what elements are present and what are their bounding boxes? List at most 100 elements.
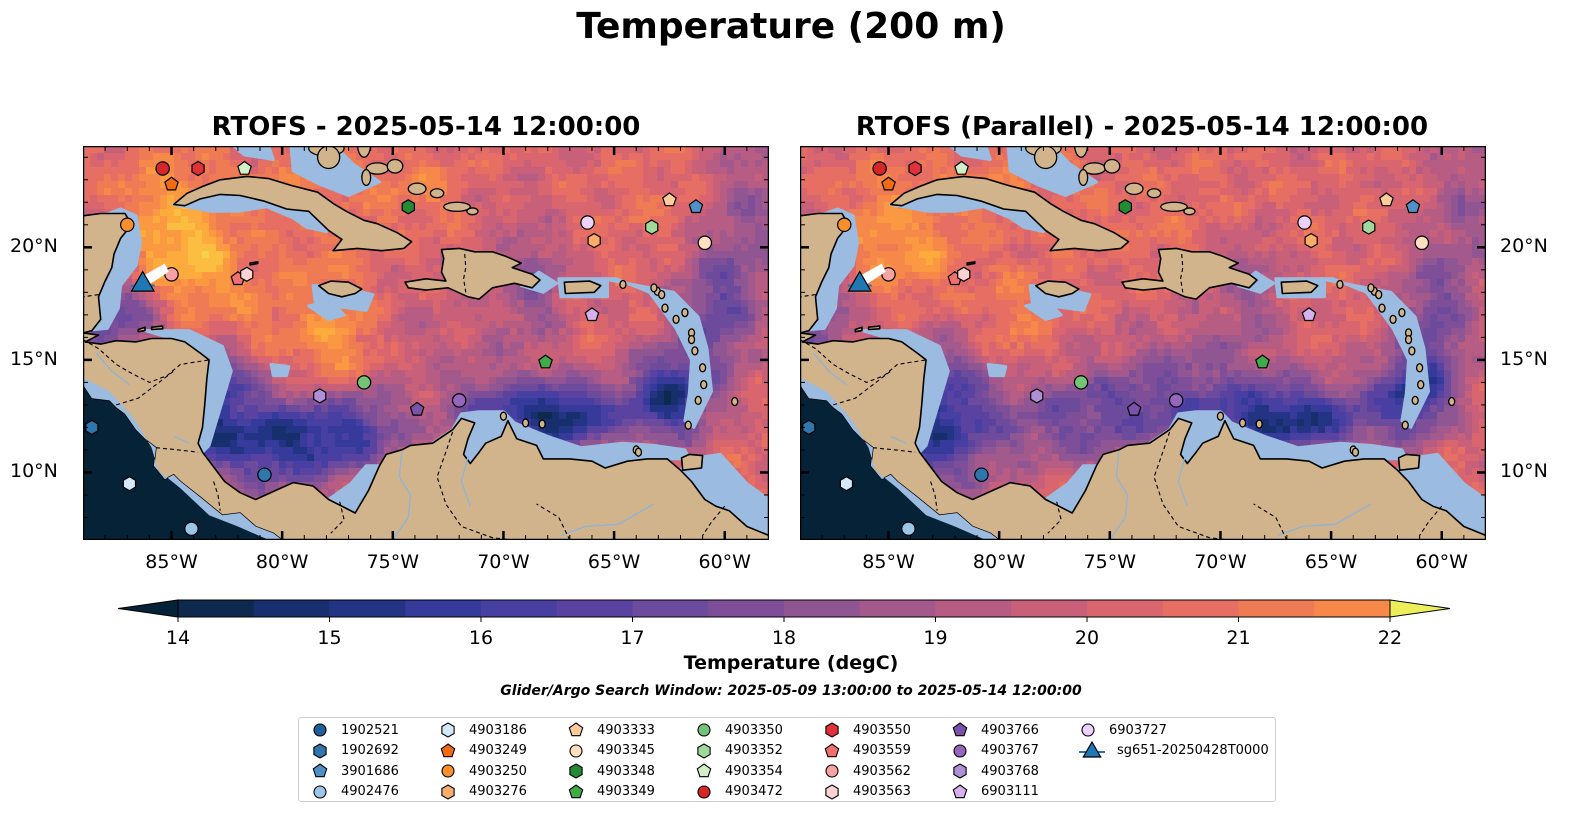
rtofs-parallel-float-marker bbox=[1297, 215, 1312, 230]
legend-item: 3901686 bbox=[309, 761, 399, 782]
colorbar-tick-label: 19 bbox=[923, 627, 947, 648]
rtofs-parallel-float-marker bbox=[954, 160, 969, 175]
rtofs-bahamas bbox=[308, 146, 479, 216]
colorbar-segment bbox=[1314, 600, 1391, 617]
legend-marker-icon bbox=[697, 723, 711, 737]
legend-column: 6903727 sg651-20250428T0000 bbox=[1077, 720, 1269, 761]
legend-column: 4903766 4903767 4903768 6903111 bbox=[949, 720, 1039, 802]
legend-marker-icon bbox=[312, 763, 328, 778]
legend-marker-icon bbox=[441, 784, 455, 800]
legend-item: 6903727 bbox=[1077, 720, 1269, 741]
rtofs-parallel-float-marker bbox=[957, 266, 971, 282]
colorbar-segment bbox=[708, 600, 785, 617]
legend-item: 4903559 bbox=[821, 741, 911, 762]
rtofs-float-marker bbox=[451, 393, 467, 408]
legend-label: 4903559 bbox=[853, 743, 911, 759]
legend-item: 4903766 bbox=[949, 720, 1039, 741]
colorbar-segment bbox=[253, 600, 330, 617]
legend-column: 4903333 4903345 4903348 4903349 bbox=[565, 720, 655, 802]
legend-marker-icon bbox=[697, 785, 711, 799]
legend-marker-icon bbox=[825, 722, 839, 738]
rtofs-lat-tick-label: 20°N bbox=[10, 235, 58, 258]
legend-label: 6903111 bbox=[981, 784, 1039, 800]
legend-marker-icon bbox=[569, 763, 583, 779]
legend-label: 4903333 bbox=[597, 722, 655, 738]
rtofs-float-marker bbox=[587, 232, 601, 249]
legend-item: 4903550 bbox=[821, 720, 911, 741]
colorbar-segment bbox=[1011, 600, 1088, 617]
legend-marker-icon bbox=[696, 763, 712, 778]
rtofs-float-marker bbox=[85, 419, 99, 436]
legend-label: 4903345 bbox=[597, 743, 655, 759]
legend-column: 1902521 1902692 3901686 4902476 bbox=[309, 720, 399, 802]
legend-item: 4903767 bbox=[949, 741, 1039, 762]
rtofs-float-marker bbox=[164, 176, 179, 191]
colorbar-segment bbox=[1238, 600, 1315, 617]
colorbar-segment bbox=[1162, 600, 1239, 617]
colorbar-extend-high bbox=[1389, 599, 1451, 618]
colorbar-segment bbox=[329, 600, 406, 617]
rtofs-float-marker bbox=[697, 235, 713, 251]
rtofs-parallel-float-marker bbox=[802, 419, 816, 436]
legend-label: 4903276 bbox=[469, 784, 527, 800]
legend-marker-icon bbox=[953, 763, 967, 779]
rtofs-float-marker bbox=[120, 217, 135, 233]
rtofs-parallel-float-marker bbox=[839, 476, 854, 492]
legend-label: 4903250 bbox=[469, 763, 527, 779]
rtofs-parallel-frame bbox=[800, 146, 1486, 540]
rtofs-frame bbox=[83, 146, 769, 540]
colorbar-tick-label: 15 bbox=[317, 627, 341, 648]
rtofs-float-marker bbox=[237, 160, 252, 175]
panel-title-rtofs-parallel: RTOFS (Parallel) - 2025-05-14 12:00:00 bbox=[855, 112, 1429, 142]
legend-label: 1902692 bbox=[341, 743, 399, 759]
rtofs-parallel-lon-tick-label: 70°W bbox=[1194, 551, 1247, 573]
rtofs-parallel-lon-tick-label: 80°W bbox=[972, 551, 1026, 573]
rtofs-parallel-bahamas bbox=[1025, 146, 1196, 216]
rtofs-glider-marker bbox=[130, 270, 156, 292]
map-panel-rtofs bbox=[83, 146, 769, 540]
legend-marker-icon bbox=[568, 722, 584, 737]
legend-item: 1902692 bbox=[309, 741, 399, 762]
rtofs-tick-marks bbox=[83, 146, 769, 540]
rtofs-parallel-float-marker bbox=[1073, 375, 1089, 390]
legend-label: 4903766 bbox=[981, 722, 1039, 738]
rtofs-parallel-float-marker bbox=[1255, 354, 1270, 369]
legend-marker-icon bbox=[313, 785, 327, 799]
legend-label: 3901686 bbox=[341, 763, 399, 779]
legend-column: 4903550 4903559 4903562 4903563 bbox=[821, 720, 911, 802]
rtofs-parallel-float-marker bbox=[837, 217, 852, 233]
legend-marker-icon bbox=[441, 764, 455, 778]
legend-item: 4903249 bbox=[437, 741, 527, 762]
legend-marker-icon bbox=[313, 743, 327, 759]
rtofs-parallel-lat-tick-label: 20°N bbox=[1500, 235, 1548, 258]
legend-label: 4903348 bbox=[597, 763, 655, 779]
legend-label: 1902521 bbox=[341, 722, 399, 738]
legend-label: 4903767 bbox=[981, 743, 1039, 759]
legend-marker-icon bbox=[440, 743, 456, 757]
rtofs-parallel-lat-tick-label: 10°N bbox=[1500, 460, 1548, 483]
legend-item: 4903348 bbox=[565, 761, 655, 782]
rtofs-float-marker bbox=[580, 215, 595, 230]
rtofs-lesser-antilles bbox=[499, 279, 739, 457]
colorbar-tick-label: 18 bbox=[772, 627, 796, 648]
legend-item: 1902521 bbox=[309, 720, 399, 741]
legend-item: sg651-20250428T0000 bbox=[1077, 740, 1269, 762]
colorbar-tick-label: 16 bbox=[469, 627, 493, 648]
rtofs-float-marker bbox=[688, 199, 704, 214]
rtofs-parallel-float-marker bbox=[1379, 192, 1394, 207]
legend-marker-icon bbox=[569, 744, 583, 758]
rtofs-lat-tick-label: 15°N bbox=[10, 347, 58, 370]
figure-title: Temperature (200 m) bbox=[576, 6, 1006, 47]
legend-item: 4903349 bbox=[565, 782, 655, 803]
colorbar-segment bbox=[1087, 600, 1164, 617]
legend-label: sg651-20250428T0000 bbox=[1117, 743, 1269, 759]
rtofs-parallel-float-marker bbox=[1168, 393, 1184, 408]
colorbar-segment bbox=[178, 600, 255, 617]
colorbar-label: Temperature (degC) bbox=[683, 652, 899, 674]
legend-item: 4903333 bbox=[565, 720, 655, 741]
legend-marker-icon bbox=[441, 722, 455, 738]
rtofs-float-marker bbox=[538, 354, 553, 369]
rtofs-float-marker bbox=[122, 476, 137, 492]
search-window-caption: Glider/Argo Search Window: 2025-05-09 13… bbox=[500, 683, 1082, 699]
colorbar-segment bbox=[859, 600, 936, 617]
